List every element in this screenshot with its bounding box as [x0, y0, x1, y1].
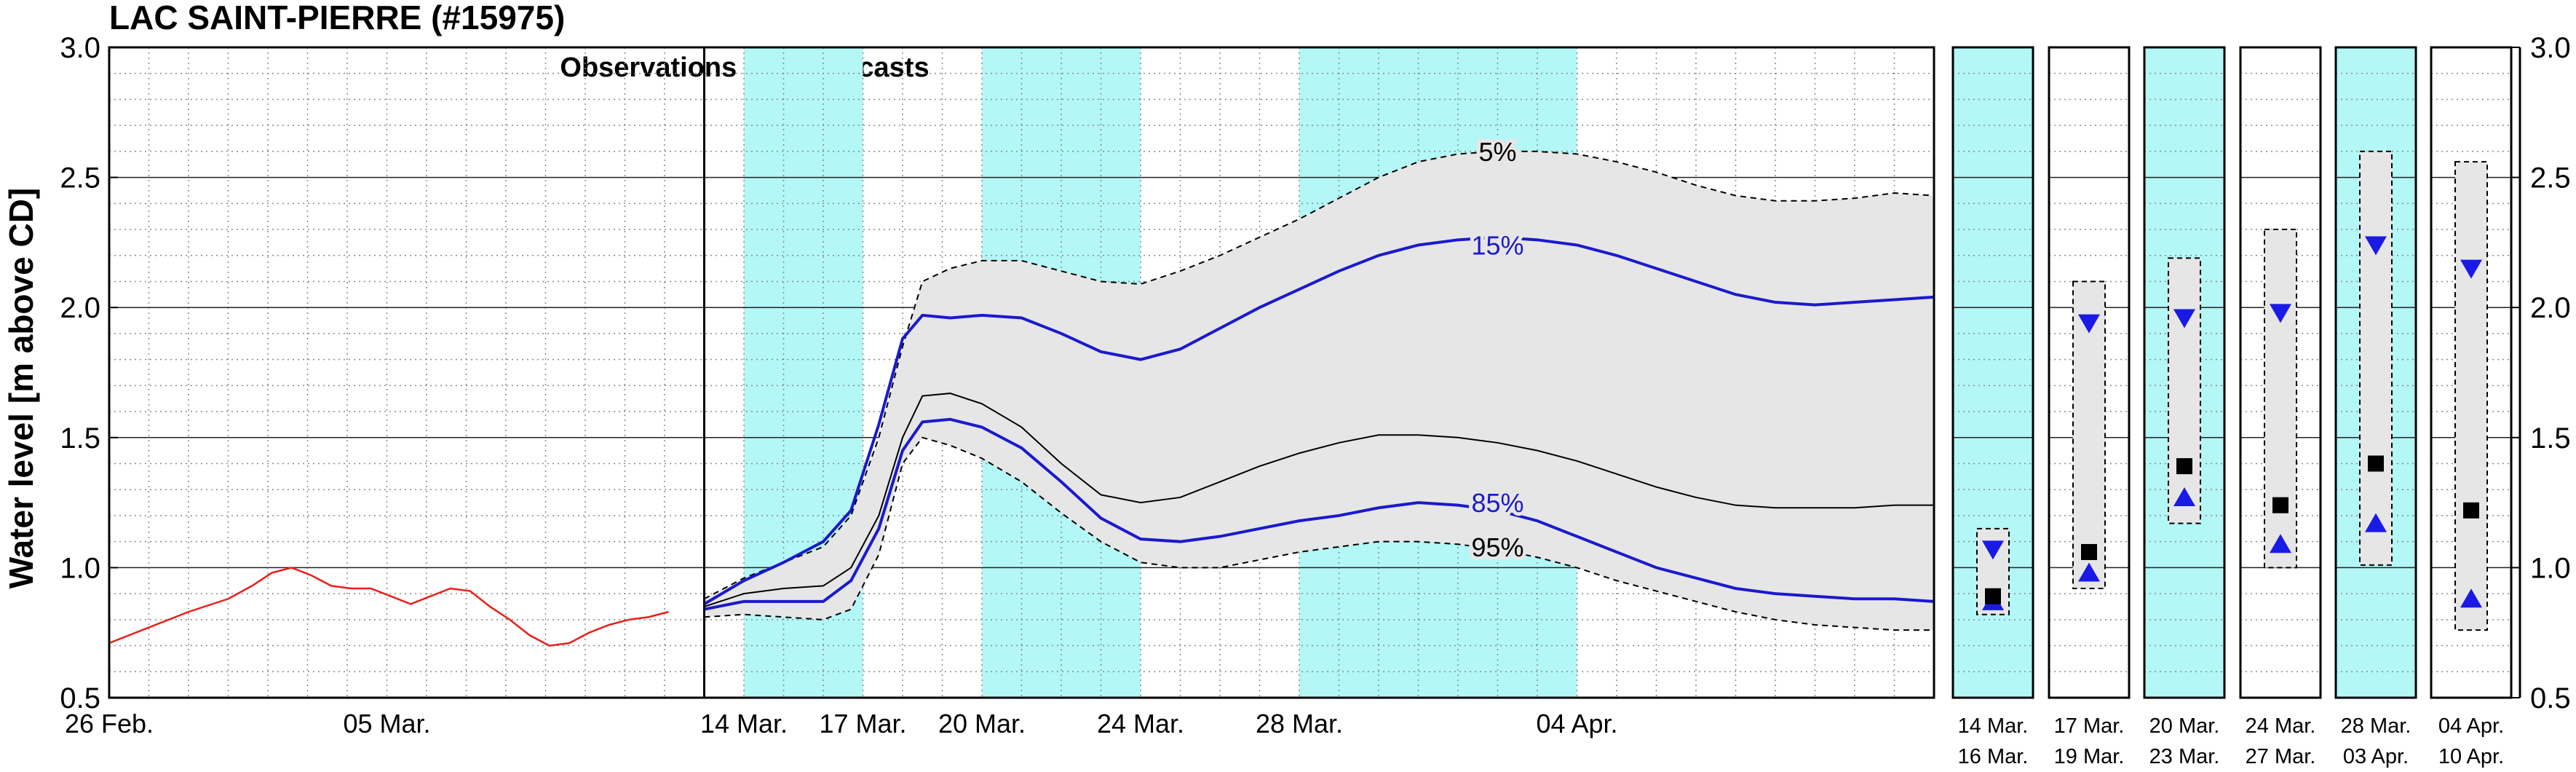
x-tick-label: 20 Mar.	[938, 709, 1026, 738]
right-axis-tick-label: 2.5	[2530, 162, 2571, 194]
x-tick-label: 05 Mar.	[343, 709, 430, 738]
forecast-envelope-band	[704, 151, 1934, 631]
panel-period-end-label: 16 Mar.	[1958, 745, 2029, 768]
y-tick-label: 2.0	[60, 292, 100, 324]
panel-median-marker	[1985, 588, 2001, 604]
panel-period-end-label: 23 Mar.	[2149, 745, 2220, 768]
panel-period-end-label: 19 Mar.	[2054, 745, 2125, 768]
panel-period-start-label: 24 Mar.	[2246, 714, 2316, 738]
right-axis-tick-label: 2.0	[2530, 292, 2571, 324]
panel-lower-marker	[2365, 513, 2387, 532]
percentile-annotation: 95%	[1471, 532, 1523, 562]
main-plot-frame	[108, 46, 1935, 699]
range-panel-frame	[2430, 46, 2513, 699]
panel-period-start-label: 14 Mar.	[1958, 714, 2029, 738]
panel-lower-marker	[2270, 534, 2291, 554]
panel-range-box	[2359, 150, 2393, 566]
range-panel-frame	[2143, 46, 2226, 699]
y-tick-label: 0.5	[60, 682, 100, 714]
percentile-annotation: 85%	[1471, 488, 1523, 518]
panel-lower-marker	[2078, 562, 2100, 582]
forecast-series-line-3	[704, 417, 1935, 611]
panel-upper-marker	[2460, 259, 2482, 279]
panel-period-start-label: 17 Mar.	[2054, 714, 2125, 738]
y-tick-label: 2.5	[60, 162, 100, 194]
panel-range-box	[2454, 161, 2488, 631]
chart-title: LAC SAINT-PIERRE (#15975)	[109, 0, 565, 36]
panel-range-box	[2168, 257, 2201, 524]
main-plot: 5% 15% 85% 95% 0.5 1.0 1.5 2.0 2.5 3.0 26 Feb. 05 M…	[60, 32, 1935, 738]
panel-lower-marker	[2173, 487, 2195, 506]
panel-period-start-label: 28 Mar.	[2341, 714, 2411, 738]
panel-upper-marker	[2365, 236, 2387, 256]
x-tick-label: 04 Apr.	[1536, 709, 1617, 738]
panel-upper-marker	[2270, 304, 2291, 323]
range-panels: 14 Mar. 16 Mar. 17 Mar. 19 Mar. 20 Mar. 23 Ma…	[1951, 32, 2571, 768]
right-axis-tick-label: 1.0	[2530, 552, 2571, 584]
panel-median-marker	[2081, 543, 2097, 560]
x-tick-label: 14 Mar.	[700, 709, 788, 738]
right-axis-tick-label: 3.0	[2530, 32, 2571, 64]
panel-upper-marker	[1982, 540, 2004, 560]
panel-lower-marker	[2460, 588, 2482, 608]
panel-period-end-label: 27 Mar.	[2246, 745, 2316, 768]
forecast-series-line-1	[703, 235, 1935, 606]
panel-upper-marker	[2173, 309, 2195, 328]
x-tick-label: 24 Mar.	[1097, 709, 1184, 738]
y-axis-label: Water level [m above CD]	[2, 188, 40, 588]
envelope-lower-line	[704, 436, 1934, 631]
panel-median-marker	[2272, 497, 2288, 513]
right-axis-tick-label: 1.5	[2530, 422, 2571, 454]
panel-period-end-label: 03 Apr.	[2343, 745, 2409, 768]
percentile-annotation: 5%	[1478, 137, 1516, 167]
panel-period-start-label: 04 Apr.	[2438, 714, 2504, 738]
forecast-series-line-2	[704, 393, 1934, 607]
percentile-annotation: 15%	[1471, 230, 1523, 260]
right-axis-tick-label: 0.5	[2530, 682, 2571, 714]
y-tick-label: 3.0	[60, 32, 100, 64]
observed-series-line	[108, 567, 669, 647]
range-panel-frame	[2334, 46, 2417, 699]
panel-median-marker	[2463, 502, 2479, 519]
x-tick-label: 26 Feb.	[65, 709, 154, 738]
panel-upper-marker	[2078, 314, 2100, 334]
panel-median-marker	[2368, 455, 2384, 472]
panel-period-end-label: 10 Apr.	[2438, 745, 2504, 768]
envelope-upper-line	[704, 150, 1935, 600]
x-tick-label: 17 Mar.	[819, 709, 906, 738]
x-tick-label: 28 Mar.	[1256, 709, 1343, 738]
y-tick-label: 1.0	[60, 552, 100, 584]
y-tick-label: 1.5	[60, 422, 100, 454]
range-panel-frame	[2239, 46, 2322, 699]
panel-range-box	[2264, 229, 2297, 569]
range-panel-frame	[2048, 46, 2131, 699]
range-panel-frame	[1951, 46, 2034, 699]
panel-median-marker	[2176, 458, 2192, 475]
panel-period-start-label: 20 Mar.	[2149, 714, 2220, 738]
